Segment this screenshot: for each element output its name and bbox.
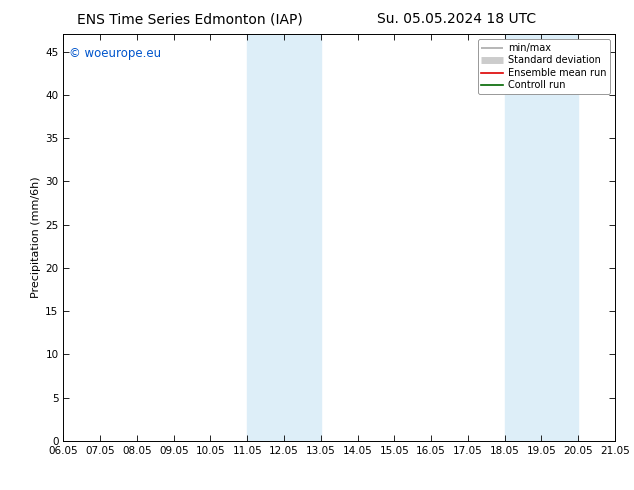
Bar: [247, 34, 321, 441]
Bar: [505, 34, 578, 441]
Text: Su. 05.05.2024 18 UTC: Su. 05.05.2024 18 UTC: [377, 12, 536, 26]
Y-axis label: Precipitation (mm/6h): Precipitation (mm/6h): [31, 177, 41, 298]
Text: © woeurope.eu: © woeurope.eu: [69, 47, 161, 59]
Text: ENS Time Series Edmonton (IAP): ENS Time Series Edmonton (IAP): [77, 12, 303, 26]
Legend: min/max, Standard deviation, Ensemble mean run, Controll run: min/max, Standard deviation, Ensemble me…: [477, 39, 610, 94]
